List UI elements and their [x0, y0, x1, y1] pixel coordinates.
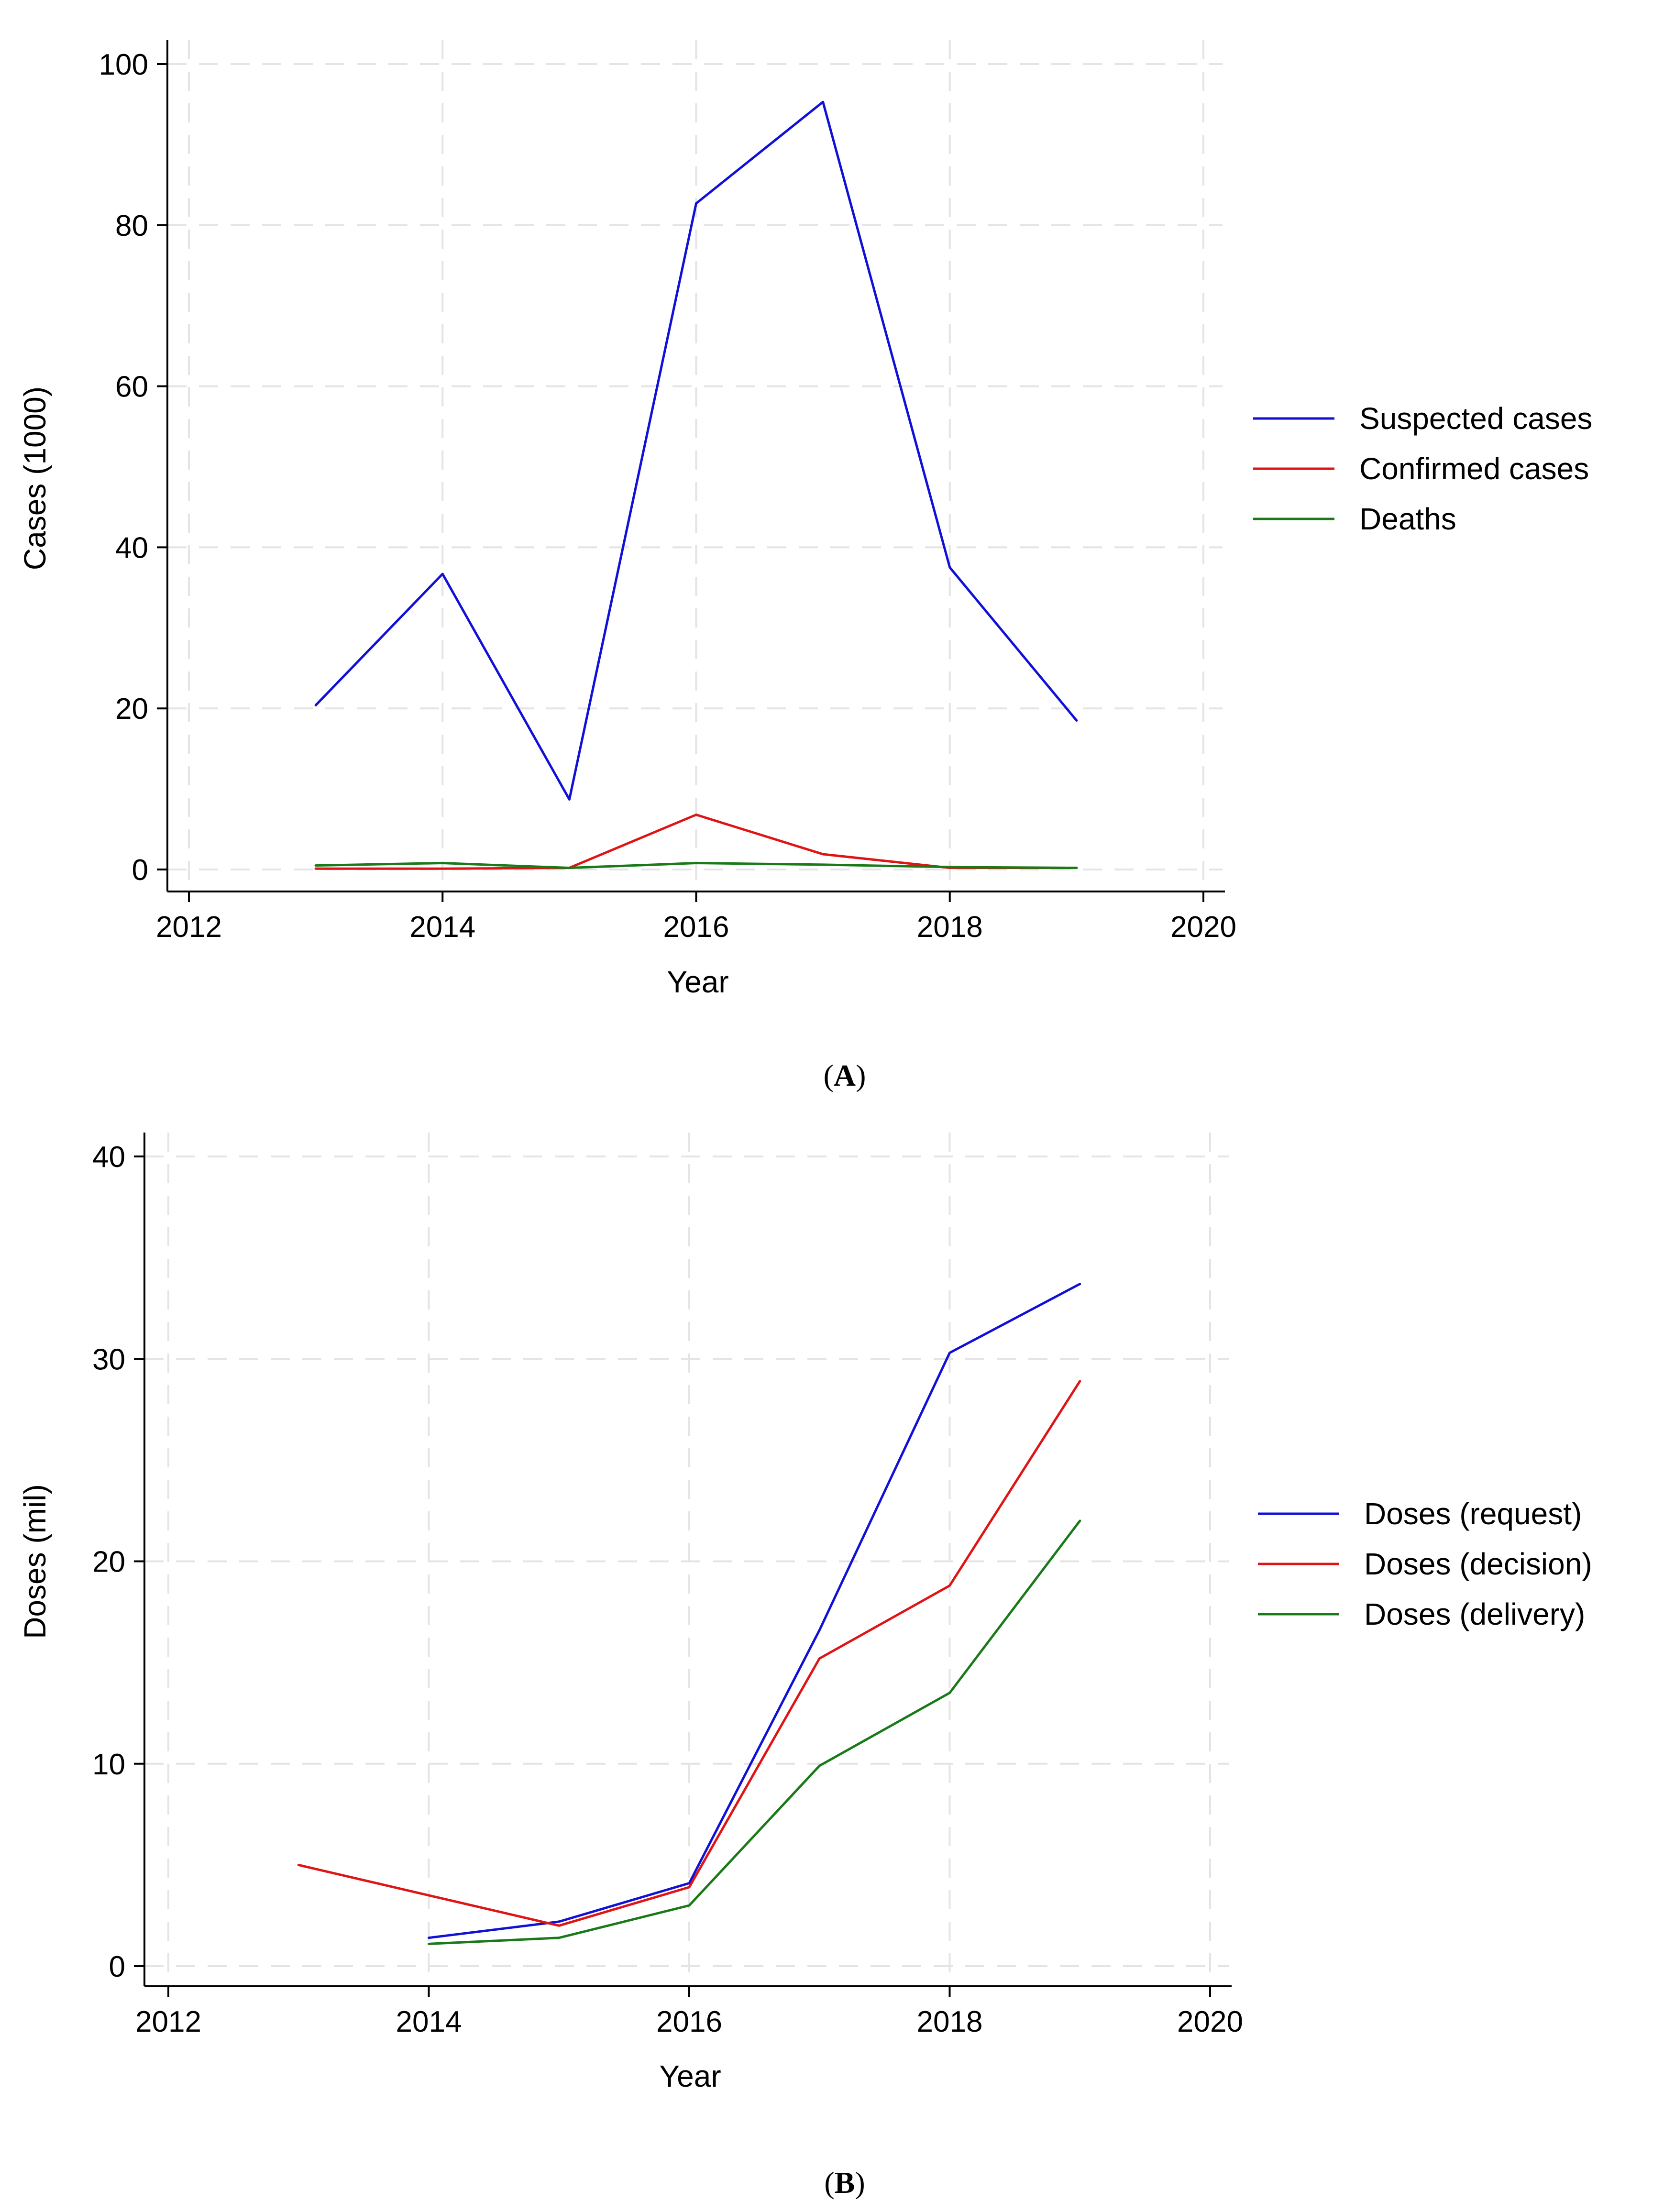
panel-b-grid: [144, 1133, 1229, 1986]
panel-a-x-tick-label: 2016: [663, 911, 729, 944]
panel-b-x-tick-label: 2012: [135, 2005, 201, 2038]
panel-b-axes: 2012 2014 2016 2018 2020 0 10 20 30 40: [92, 1133, 1243, 2038]
panel-a-x-tick-label: 2012: [156, 911, 222, 944]
panel-b-legend-label-doses-request: Doses (request): [1364, 1497, 1582, 1531]
panel-a-axes: 2012 2014 2016 2018 2020 0 20 40 60 80 100: [99, 40, 1236, 944]
panel-b-y-tick-label: 30: [92, 1343, 125, 1376]
panel-a-x-tick-label: 2014: [409, 911, 475, 944]
panel-a-y-tick-label: 80: [115, 209, 148, 242]
panel-b-y-tick-label: 10: [92, 1748, 125, 1781]
panel-b-y-tick-label: 0: [109, 1950, 125, 1983]
panel-b-legend-label-doses-decision: Doses (decision): [1364, 1547, 1592, 1581]
panel-b-label: (B): [824, 2166, 865, 2200]
panel-a-series-deaths: [314, 862, 1078, 869]
panel-a-y-tick-label: 60: [115, 371, 148, 404]
panel-b-x-tick-label: 2014: [396, 2005, 462, 2038]
panel-a-legend-label-confirmed-cases: Confirmed cases: [1359, 451, 1589, 486]
panel-a-x-tick-label: 2020: [1170, 911, 1236, 944]
panel-a-x-axis-title: Year: [667, 965, 728, 999]
panel-a-x-tick-label: 2018: [917, 911, 983, 944]
panel-b-series: [297, 1283, 1081, 1945]
panel-b-x-tick-label: 2020: [1177, 2005, 1243, 2038]
panel-b-legend: Doses (request) Doses (decision) Doses (de…: [1258, 1497, 1592, 1631]
panel-b-series-doses-decision: [297, 1380, 1081, 1927]
panel-a-chart: 2012 2014 2016 2018 2020 0 20 40 60 80 100 Suspect…: [18, 40, 1592, 1092]
panel-b-y-tick-label: 20: [92, 1546, 125, 1579]
panel-a-y-axis-title: Cases (1000): [18, 386, 52, 570]
panel-b-series-doses-delivery: [428, 1519, 1081, 1945]
panel-b-y-tick-label: 40: [92, 1141, 125, 1174]
panel-b-series-doses-request: [428, 1283, 1081, 1939]
panel-b-chart: 2012 2014 2016 2018 2020 0 10 20 30 40 Doses (req…: [18, 1133, 1592, 2200]
panel-a-y-tick-label: 40: [115, 531, 148, 564]
panel-a-legend-label-suspected-cases: Suspected cases: [1359, 401, 1592, 436]
panel-a-label: (A): [824, 1058, 866, 1092]
panel-a-y-tick-label: 20: [115, 693, 148, 726]
panel-a-series: [314, 100, 1078, 870]
panel-a-y-tick-label: 100: [99, 48, 148, 81]
panel-b-x-tick-label: 2016: [656, 2005, 722, 2038]
panel-b-y-axis-title: Doses (mil): [18, 1484, 52, 1639]
panel-a-y-tick-label: 0: [132, 854, 148, 887]
panel-b-x-axis-title: Year: [659, 2059, 721, 2093]
panel-a-legend: Suspected cases Confirmed cases Deaths: [1253, 401, 1592, 536]
panel-a-series-suspected-cases: [314, 100, 1078, 801]
panel-b-x-tick-label: 2018: [917, 2005, 983, 2038]
panel-b-legend-label-doses-delivery: Doses (delivery): [1364, 1597, 1585, 1631]
panel-a-grid: [167, 40, 1223, 891]
panel-a-legend-label-deaths: Deaths: [1359, 502, 1456, 536]
